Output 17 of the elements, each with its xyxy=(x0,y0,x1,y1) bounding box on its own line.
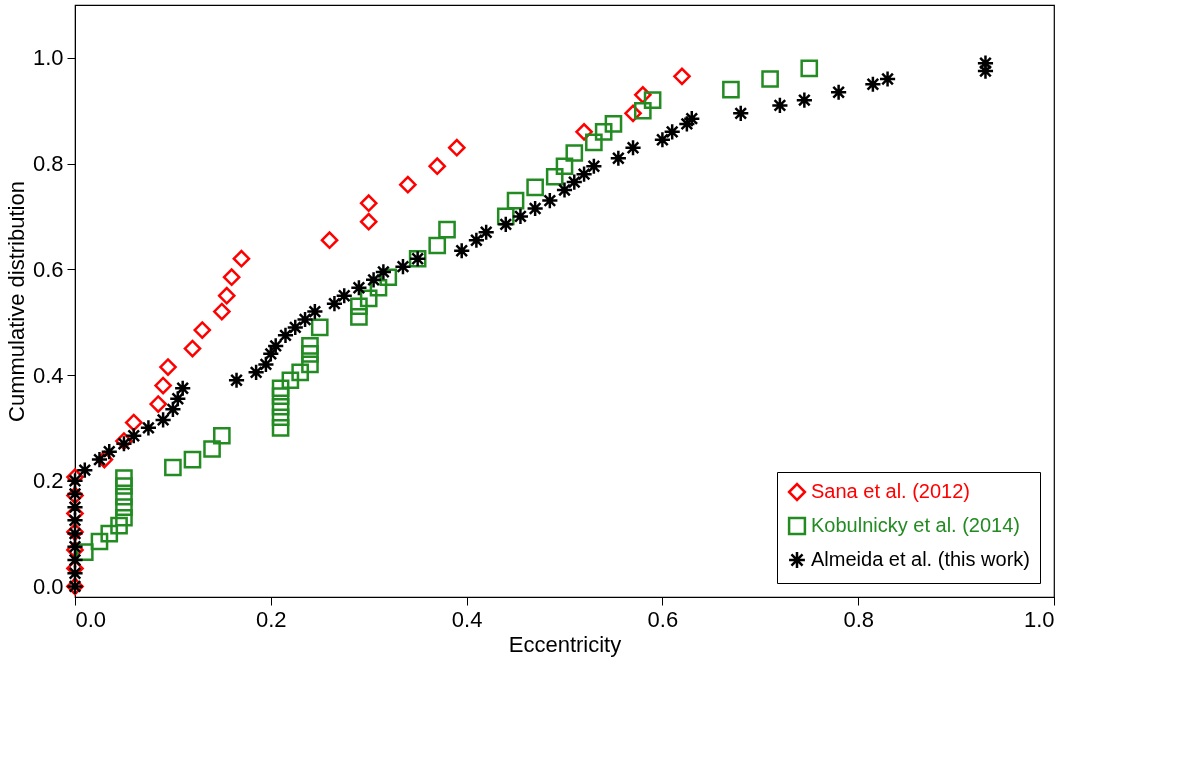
x-tick-label: 0.6 xyxy=(647,606,679,632)
y-axis-title: Cummulative distribution xyxy=(3,181,29,422)
x-tick-label: 0.8 xyxy=(843,606,874,632)
y-tick-label: 0.0 xyxy=(32,573,64,599)
y-tick-label: 1.0 xyxy=(32,45,64,71)
y-tick-label: 0.2 xyxy=(32,468,64,494)
x-tick-label: 0.4 xyxy=(451,606,483,632)
x-axis-title: Eccentricity xyxy=(508,631,622,657)
x-tick-label: 1.0 xyxy=(1023,606,1055,632)
legend-label: Sana et al. (2012) xyxy=(811,480,970,502)
x-tick-label: 0.2 xyxy=(256,606,287,632)
y-tick-label: 0.6 xyxy=(32,256,64,282)
y-tick-label: 0.8 xyxy=(32,151,64,177)
y-tick-label: 0.4 xyxy=(32,362,64,388)
legend-label: Almeida et al. (this work) xyxy=(811,548,1030,570)
x-tick-label: 0.0 xyxy=(75,606,107,632)
legend-label: Kobulnicky et al. (2014) xyxy=(811,514,1021,536)
